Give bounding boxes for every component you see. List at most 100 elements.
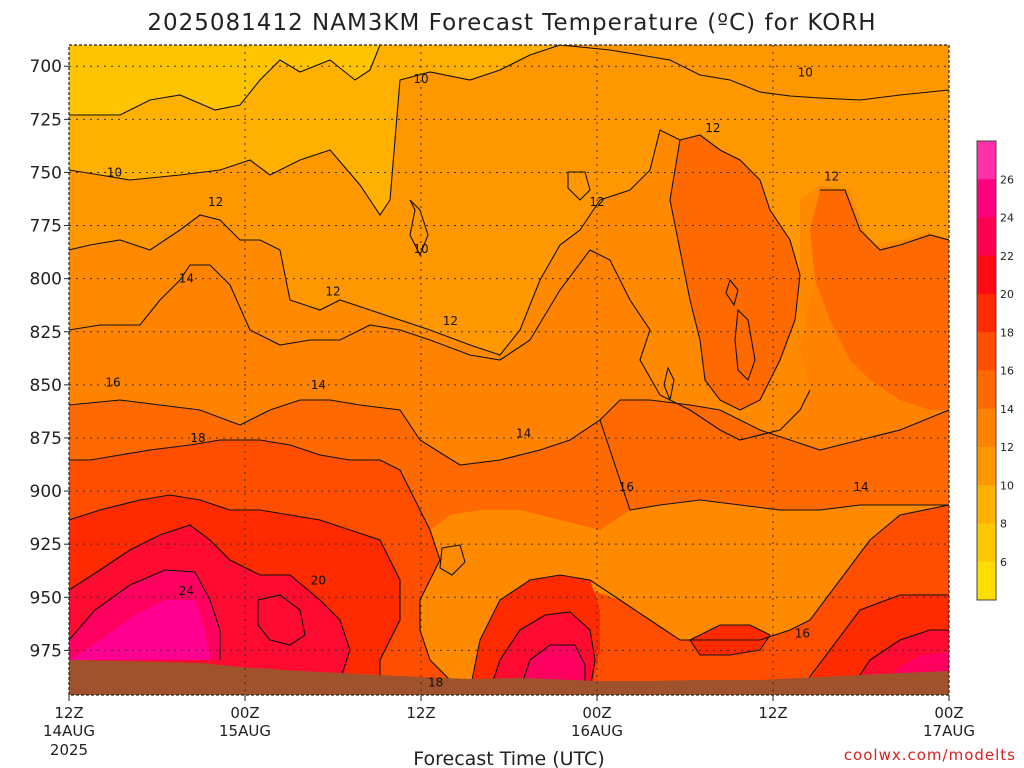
contour-line: [69, 569, 221, 660]
contour-label: 12: [705, 121, 720, 135]
contour-line: [849, 629, 949, 691]
y-axis: 700 725 750 775 800 825 850 875 900 925 950 975: [30, 57, 69, 661]
contour-label: 10: [413, 242, 428, 256]
contour-lines: [69, 45, 949, 691]
contour-label: 10: [798, 66, 813, 80]
plot-area: [69, 45, 949, 695]
contour-line: [69, 45, 381, 116]
colorbar-tick-label: 24: [1000, 212, 1014, 225]
contour-line: [820, 189, 949, 251]
contour-line: [69, 524, 351, 681]
colorbar-tick-label: 20: [1000, 288, 1014, 301]
y-tick-label: 825: [30, 323, 62, 343]
contour-label: 14: [311, 378, 326, 392]
contour-label: 12: [443, 314, 458, 328]
contour-line: [689, 624, 771, 656]
colorbar-tick-label: 26: [1000, 173, 1014, 186]
contour-label: 20: [311, 573, 326, 587]
colorbar-swatch: [977, 370, 996, 410]
contour-label: 12: [325, 284, 340, 298]
contour-line: [69, 129, 681, 356]
band-14-16: [69, 400, 949, 530]
x-axis-label: Forecast Time (UTC): [413, 748, 604, 768]
band-24-26: [69, 600, 210, 660]
credit-text: coolwx.com/modelts: [844, 746, 1016, 764]
band-20-22-blob: [258, 595, 305, 645]
y-tick-label: 700: [30, 57, 62, 77]
contour-line: [663, 366, 675, 402]
y-tick-label: 925: [30, 535, 62, 555]
contour-labels: 10 10 10 10 12 12 12 12 12 12 14 14 14 14 16 16 16 18 18 20…: [105, 66, 868, 690]
y-tick-label: 725: [30, 110, 62, 130]
y-tick-label: 750: [30, 163, 62, 183]
x-tick-label: 12Z: [758, 704, 787, 722]
band-right-upper: [560, 45, 949, 100]
x-tick-label: 00Z: [582, 704, 611, 722]
colorbar-swatch: [977, 294, 996, 333]
colorbar-swatch: [977, 561, 996, 601]
contour-line: [69, 399, 949, 466]
y-tick-label: 875: [30, 429, 62, 449]
contour-label: 10: [413, 72, 428, 86]
contour-label: 10: [107, 165, 122, 179]
contour-line: [725, 278, 739, 307]
y-tick-label: 850: [30, 376, 62, 396]
contour-label: 24: [179, 584, 194, 598]
contour-line: [519, 644, 586, 691]
contour-label: 14: [853, 480, 868, 494]
y-tick-label: 800: [30, 270, 62, 290]
chart-title: 2025081412 NAM3KM Forecast Temperature (…: [147, 10, 876, 36]
contour-label: 12: [208, 195, 223, 209]
contour-label: 12: [589, 195, 604, 209]
x-tick-label: 14AUG: [43, 722, 95, 740]
colorbar: 6 8 10 12 14 16 18 20 22 24 26: [976, 140, 1014, 601]
colorbar-tick-label: 8: [1000, 518, 1007, 531]
y-tick-label: 975: [30, 641, 62, 661]
contour-line: [599, 419, 949, 511]
plot-frame: [68, 44, 950, 696]
y-tick-label: 900: [30, 482, 62, 502]
band-6-8: [69, 45, 380, 115]
colorbar-tick-label: 16: [1000, 365, 1014, 378]
x-tick-label: 12Z: [54, 704, 83, 722]
y-tick-label: 775: [30, 217, 62, 237]
contour-label: 14: [179, 272, 194, 286]
x-tick-label: 16AUG: [571, 722, 623, 740]
contour-line: [69, 249, 811, 441]
colorbar-tick-label: 22: [1000, 250, 1014, 263]
band-12-14-right-small: [810, 190, 949, 410]
contour-label: 12: [824, 170, 839, 184]
x-tick-label: 17AUG: [923, 722, 975, 740]
colorbar-swatch: [977, 523, 996, 563]
colorbar-swatch: [977, 485, 996, 524]
contour-line: [69, 45, 561, 216]
contour-label: 16: [619, 480, 634, 494]
contour-label: 18: [428, 675, 443, 689]
x-tick-label: 2025: [50, 741, 88, 759]
colorbar-tick-label: 14: [1000, 403, 1014, 416]
contour-line: [799, 594, 949, 691]
colorbar-swatch: [977, 217, 996, 257]
contour-line: [469, 504, 949, 691]
colorbar-swatch: [977, 255, 996, 295]
colorbar-swatch: [977, 447, 996, 486]
contour-line: [734, 308, 756, 382]
contour-line: [69, 494, 401, 680]
colorbar-tick-label: 6: [1000, 556, 1007, 569]
colorbar-swatch: [977, 332, 996, 371]
x-tick-label: 15AUG: [219, 722, 271, 740]
contour-line: [69, 439, 471, 691]
band-12-14: [69, 250, 949, 465]
contour-label: 16: [105, 376, 120, 390]
contour-line: [669, 134, 801, 411]
x-tick-label: 12Z: [406, 704, 435, 722]
x-tick-label: 00Z: [934, 704, 963, 722]
colorbar-frame: [976, 140, 997, 601]
contour-line: [409, 199, 429, 257]
colorbar-swatch: [977, 141, 996, 180]
y-tick-label: 950: [30, 588, 62, 608]
colorbar-swatch: [977, 408, 996, 448]
colorbar-swatch: [977, 179, 996, 218]
